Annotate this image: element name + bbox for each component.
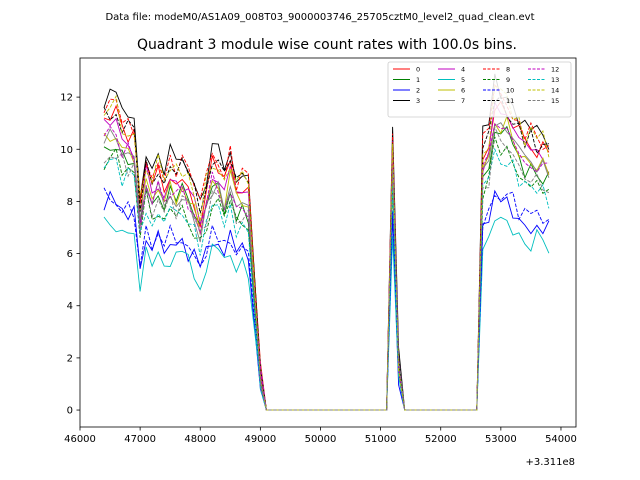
series-line-14: [103, 84, 550, 411]
legend-label-10: 10: [506, 86, 514, 94]
legend-label-8: 8: [506, 65, 510, 73]
series-line-15: [103, 125, 550, 411]
chart-title: Quadrant 3 module wise count rates with …: [137, 37, 517, 53]
y-tick-label: 4: [67, 301, 73, 312]
y-tick-label: 0: [67, 406, 73, 417]
legend-label-7: 7: [461, 97, 465, 105]
axes: 46000 47000 48000 49000 50000 51000 52000 53000…: [60, 57, 577, 445]
x-tick-label: 48000: [184, 434, 216, 445]
y-tick-label: 12: [60, 93, 73, 104]
x-tick-label: 52000: [425, 434, 457, 445]
x-tick-label: 54000: [545, 434, 577, 445]
legend-label-1: 1: [416, 76, 420, 84]
legend-label-13: 13: [551, 76, 559, 84]
y-tick-label: 8: [67, 197, 73, 208]
legend-label-2: 2: [416, 86, 420, 94]
legend-label-9: 9: [506, 76, 510, 84]
y-tick-label: 10: [60, 145, 73, 156]
legend-label-12: 12: [551, 65, 559, 73]
series-line-11: [103, 95, 549, 411]
x-tick-label: 50000: [305, 434, 337, 445]
plot-lines: [103, 73, 550, 411]
legend-label-0: 0: [416, 65, 420, 73]
series-line-10: [103, 187, 550, 411]
legend-label-15: 15: [551, 97, 559, 105]
legend-box: [387, 61, 572, 118]
plot-frame: [79, 57, 577, 428]
legend-label-11: 11: [506, 97, 514, 105]
legend-label-3: 3: [416, 97, 420, 105]
legend-label-14: 14: [551, 86, 559, 94]
x-tick-label: 47000: [124, 434, 156, 445]
legend-label-5: 5: [461, 76, 465, 84]
x-offset-label: +3.311e8: [525, 457, 575, 468]
figure-suptitle: Data file: modeM0/AS1A09_008T03_90000037…: [105, 12, 534, 23]
y-tick-label: 2: [67, 353, 73, 364]
x-tick-label: 53000: [485, 434, 517, 445]
legend-label-4: 4: [461, 65, 465, 73]
x-tick-label: 46000: [64, 434, 96, 445]
x-tick-label: 49000: [244, 434, 276, 445]
x-tick-label: 51000: [365, 434, 397, 445]
y-tick-label: 6: [67, 249, 73, 260]
legend-label-6: 6: [461, 86, 465, 94]
